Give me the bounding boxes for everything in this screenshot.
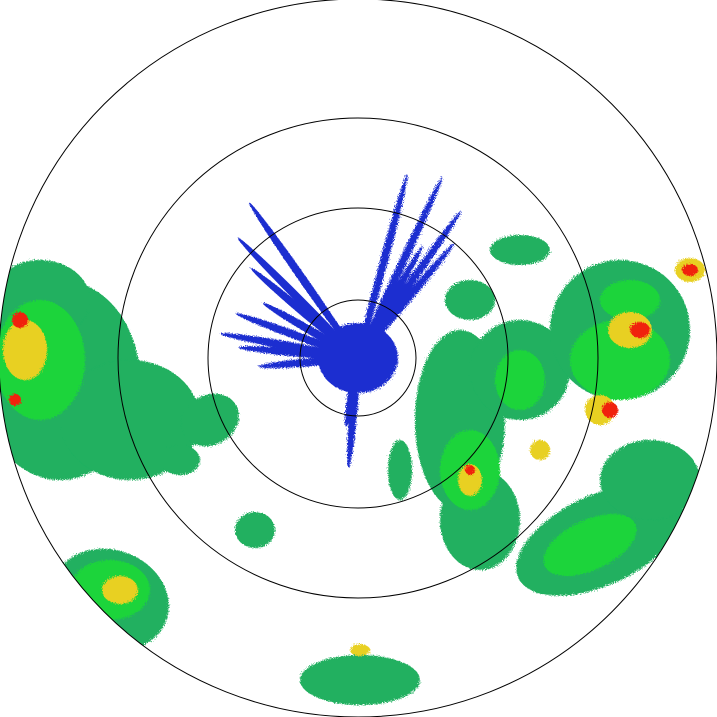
clutter-spoke <box>357 174 408 359</box>
light-echo <box>445 280 495 320</box>
light-echo <box>235 512 275 548</box>
light-echo <box>60 360 200 480</box>
light-echo <box>490 235 550 265</box>
light-echo <box>388 440 412 500</box>
light-echo <box>181 393 239 447</box>
clutter-spoke <box>237 237 359 359</box>
intense-echo <box>602 402 618 418</box>
intense-echo <box>630 322 650 338</box>
moderate-echo <box>543 514 637 576</box>
light-echo <box>160 445 200 475</box>
heavy-echo <box>458 464 482 496</box>
range-ring-1 <box>299 299 417 417</box>
moderate-echo <box>600 280 660 320</box>
ground-clutter <box>318 323 398 393</box>
echo-layer <box>0 174 705 705</box>
intense-echo <box>682 264 698 276</box>
clutter-spoke <box>357 210 462 359</box>
intense-echo <box>12 312 28 328</box>
light-echo <box>600 440 700 520</box>
clutter-spoke <box>248 202 359 359</box>
intense-echo <box>9 394 21 406</box>
heavy-echo <box>530 440 550 460</box>
heavy-echo <box>102 576 138 604</box>
clutter-spoke <box>357 243 455 359</box>
range-ring-2 <box>207 207 509 509</box>
moderate-echo <box>495 350 545 410</box>
heavy-echo <box>350 644 370 656</box>
heavy-echo <box>3 320 47 380</box>
light-echo <box>300 655 420 705</box>
intense-echo <box>465 465 475 475</box>
range-ring-3 <box>117 117 599 599</box>
